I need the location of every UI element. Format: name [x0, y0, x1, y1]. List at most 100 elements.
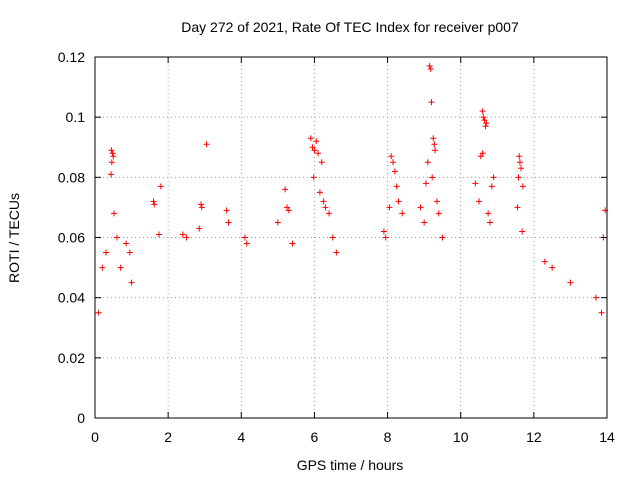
x-tick-label: 14	[599, 429, 615, 445]
data-point	[241, 234, 248, 241]
data-point	[483, 120, 490, 127]
data-point	[151, 201, 158, 208]
data-point	[123, 240, 130, 247]
data-point	[476, 198, 482, 205]
data-point	[519, 228, 526, 235]
data-point	[417, 204, 424, 211]
data-point	[285, 207, 292, 214]
x-tick-label: 10	[453, 429, 469, 445]
x-tick-label: 6	[311, 429, 319, 445]
data-point	[486, 219, 493, 226]
data-point	[274, 219, 281, 226]
data-point	[488, 183, 495, 190]
data-point	[117, 264, 124, 271]
data-point	[390, 159, 397, 166]
y-tick-label: 0.08	[58, 169, 85, 185]
data-point	[432, 147, 439, 154]
data-point	[386, 204, 393, 211]
data-point	[108, 159, 115, 166]
data-point	[593, 294, 600, 301]
x-tick-label: 4	[237, 429, 245, 445]
data-point	[284, 204, 290, 211]
data-point	[183, 234, 190, 241]
data-point	[514, 204, 521, 211]
data-point	[203, 141, 210, 148]
data-point	[391, 168, 398, 175]
data-point	[598, 309, 605, 316]
x-tick-label: 2	[164, 429, 172, 445]
data-point	[316, 189, 323, 196]
data-point	[196, 225, 203, 232]
data-point	[333, 249, 340, 256]
data-point	[111, 210, 118, 217]
grid-lines	[95, 57, 607, 418]
data-point	[426, 63, 433, 70]
data-point	[99, 264, 106, 271]
data-point	[480, 114, 487, 121]
data-point	[320, 198, 327, 205]
data-point	[477, 153, 484, 160]
axis-ticks: 0 2 4 6 8 10 12 14 0 0.02 0.04 0.06 0.08 0.1 0.12	[58, 49, 615, 445]
data-point	[198, 204, 205, 211]
data-point	[435, 210, 442, 217]
data-point	[380, 228, 387, 235]
data-point	[427, 66, 434, 73]
data-point	[108, 171, 115, 178]
data-point	[431, 141, 438, 148]
chart-title: Day 272 of 2021, Rate Of TEC Index for r…	[181, 19, 519, 35]
x-tick-label: 0	[91, 429, 99, 445]
data-point	[157, 183, 164, 190]
x-tick-label: 12	[526, 429, 542, 445]
data-point	[322, 204, 329, 211]
y-axis-label: ROTI / TECUs	[6, 193, 22, 283]
y-tick-label: 0.04	[58, 290, 85, 306]
data-point	[225, 219, 232, 226]
data-point	[282, 186, 289, 193]
data-point	[223, 207, 230, 214]
data-point	[109, 150, 116, 157]
data-point	[421, 219, 428, 226]
data-point	[516, 153, 523, 160]
data-point	[289, 240, 296, 247]
data-point	[424, 159, 431, 166]
y-tick-label: 0.12	[58, 49, 85, 65]
data-point	[430, 135, 437, 142]
data-point	[307, 135, 314, 142]
data-point	[479, 108, 486, 115]
y-tick-label: 0.06	[58, 230, 85, 246]
data-point	[433, 198, 440, 205]
data-point	[110, 153, 117, 160]
data-point	[549, 264, 556, 271]
data-point	[481, 117, 488, 124]
data-point	[472, 180, 479, 187]
data-point	[490, 174, 497, 181]
data-point	[318, 159, 325, 166]
data-point	[518, 165, 525, 172]
data-point	[108, 147, 115, 154]
data-point	[439, 234, 446, 241]
data-point	[422, 180, 429, 187]
data-point	[516, 159, 523, 166]
data-point	[388, 153, 395, 160]
y-tick-label: 0	[77, 410, 85, 426]
data-point	[243, 240, 250, 247]
scatter-points	[95, 63, 609, 316]
data-point	[429, 174, 436, 181]
data-point	[315, 150, 322, 157]
data-point	[198, 201, 205, 208]
data-point	[179, 231, 186, 238]
y-tick-label: 0.02	[58, 350, 85, 366]
data-point	[309, 144, 316, 151]
data-point	[382, 234, 389, 241]
data-point	[485, 210, 492, 217]
data-point	[399, 210, 406, 217]
data-point	[567, 279, 574, 286]
x-tick-label: 8	[384, 429, 392, 445]
data-point	[428, 99, 435, 106]
data-point	[313, 138, 320, 145]
data-point	[311, 147, 318, 154]
data-point	[128, 279, 135, 286]
data-point	[515, 174, 522, 181]
